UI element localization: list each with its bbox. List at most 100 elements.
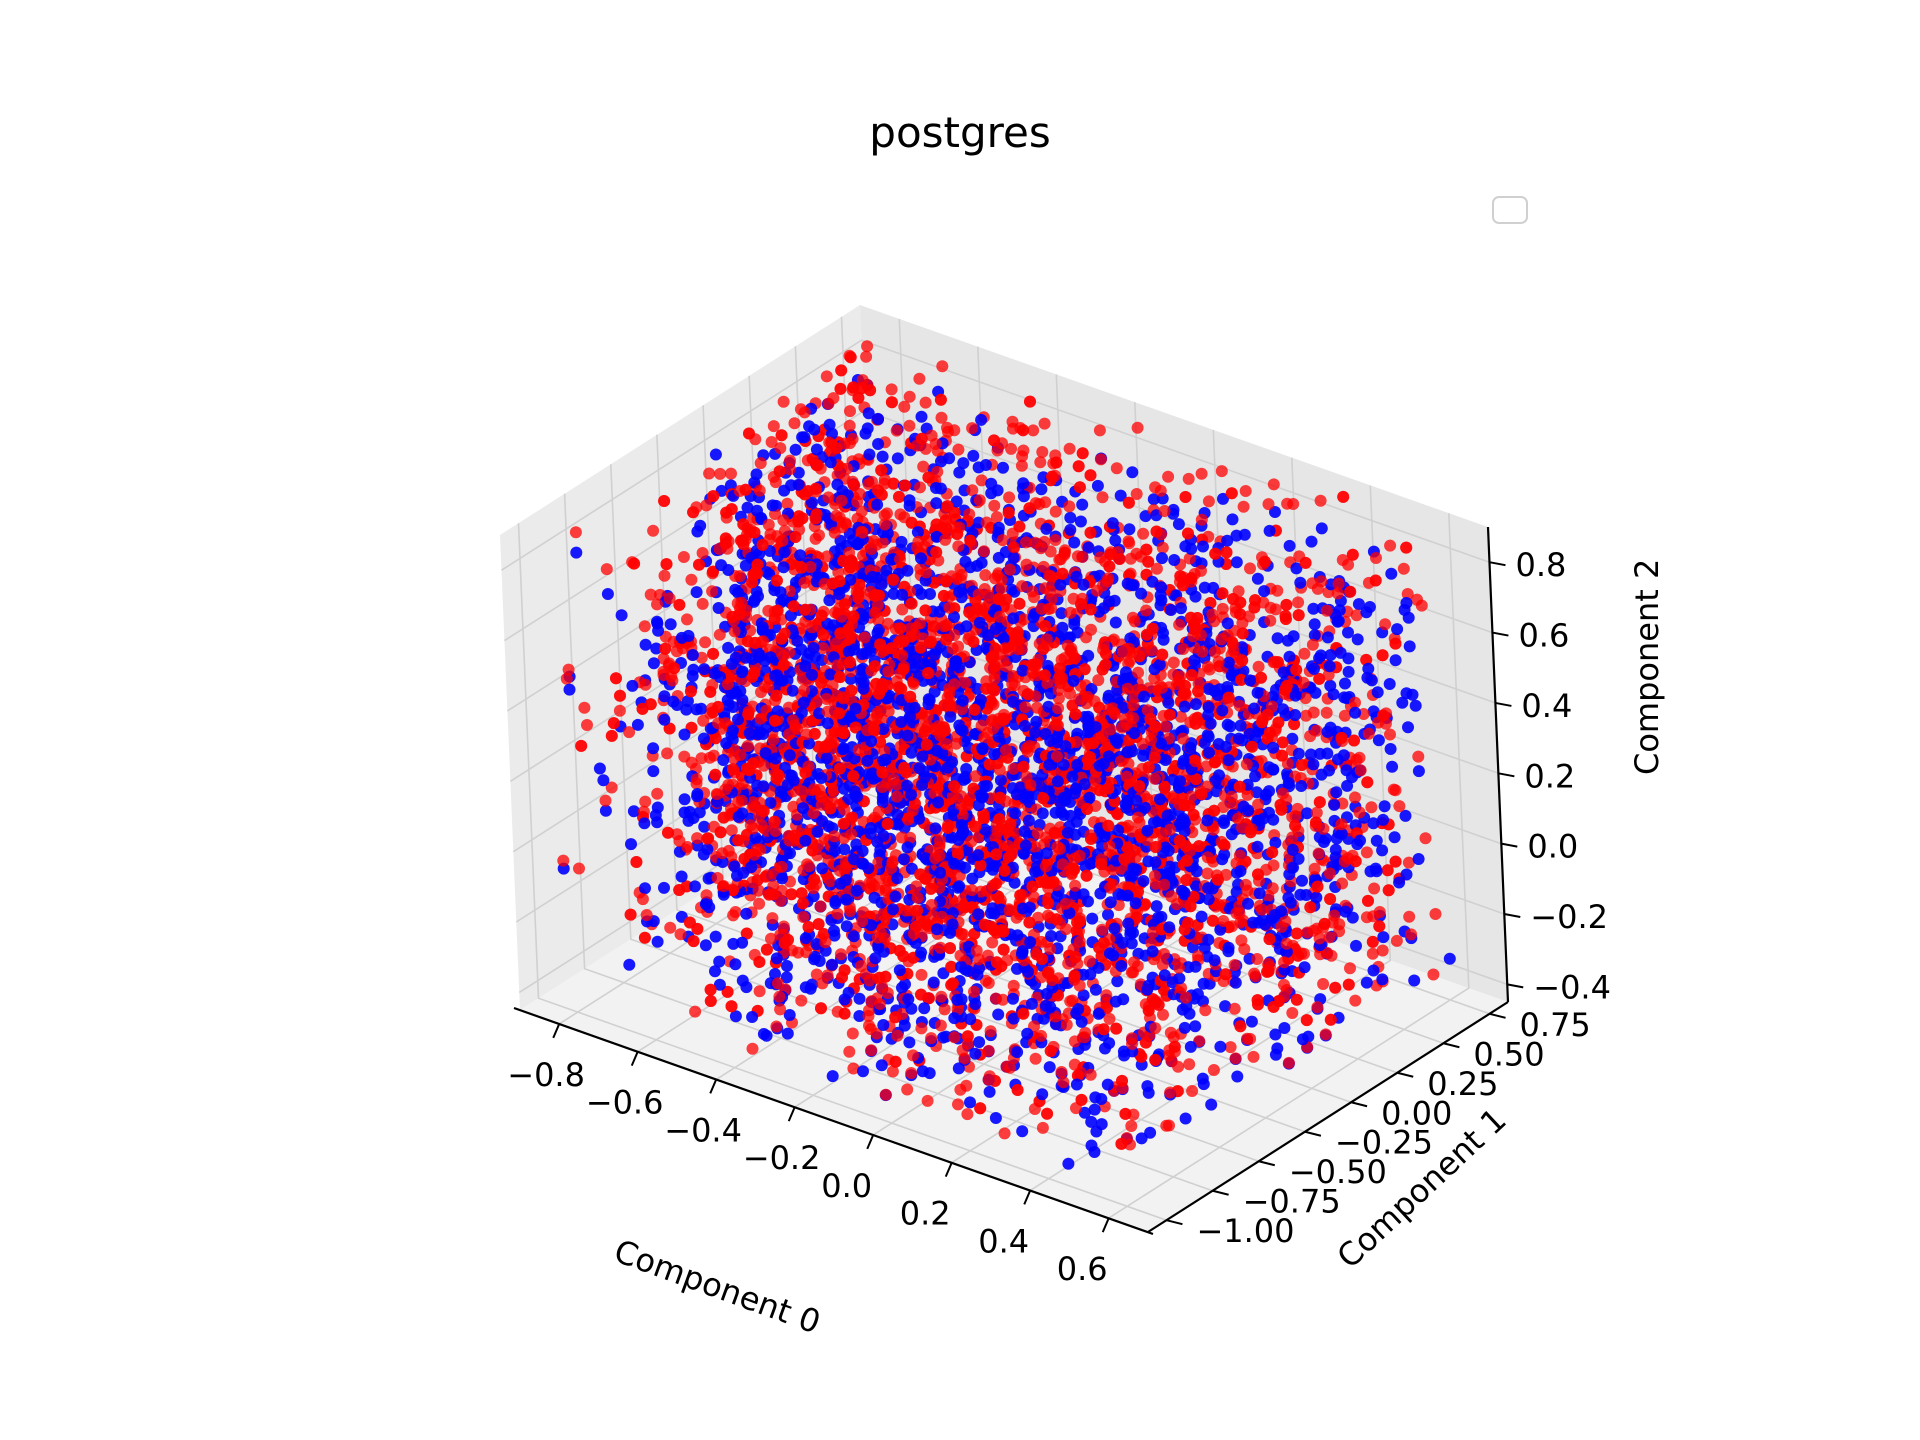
point-red [1103,560,1116,573]
point-red [824,802,837,815]
point-blue [1315,522,1328,535]
point-red [776,534,789,547]
point-red [717,811,730,824]
point-blue [1354,834,1366,847]
point-red [930,546,943,559]
point-red [1379,618,1392,631]
point-red [1263,933,1276,946]
point-blue [1330,832,1343,845]
point-red [1056,567,1069,580]
point-red [1368,882,1381,895]
point-red [1113,553,1126,565]
point-red [1252,660,1265,673]
point-blue [1342,665,1355,678]
point-red [1282,1056,1295,1069]
point-blue [1408,974,1421,987]
point-red [885,383,898,396]
point-red [1194,629,1207,642]
point-red [696,597,709,610]
point-red [853,488,866,500]
point-blue [785,479,798,492]
point-red [1202,495,1215,508]
point-blue [1077,888,1090,901]
point-red [1266,846,1279,859]
point-red [848,479,861,492]
point-red [894,553,906,566]
point-red [996,534,1009,547]
point-blue [953,586,966,598]
point-red [756,538,769,551]
point-red [762,518,775,531]
grid-line-z [501,339,1490,571]
point-red [1329,981,1342,994]
point-blue [1277,666,1290,679]
point-blue [1372,734,1385,747]
point-red [1027,424,1040,437]
point-red [966,422,979,435]
point-red [978,545,990,558]
point-red [1344,585,1357,598]
point-red [1309,819,1322,832]
point-red [1306,638,1319,651]
point-red [1348,734,1360,747]
point-red [1247,1050,1260,1063]
point-red [1249,594,1262,607]
point-blue [1126,466,1139,479]
point-blue [766,499,779,512]
point-red [843,419,856,432]
point-red [1412,750,1425,763]
point-red [929,438,942,450]
point-blue [915,588,928,600]
point-blue [601,588,614,600]
point-red [973,494,986,507]
point-blue [915,410,928,423]
point-red [898,400,911,413]
point-blue [625,838,637,851]
point-blue [1360,976,1373,989]
point-blue [1253,887,1266,900]
point-blue [1245,1015,1258,1028]
point-red [903,390,916,403]
point-blue [820,752,833,765]
point-red [1073,481,1086,494]
point-red [1131,421,1144,434]
point-blue [905,746,918,759]
point-red [1290,927,1303,940]
point-blue [1406,688,1419,701]
point-red [1005,442,1018,455]
point-red [948,424,961,437]
point-blue [1016,664,1029,677]
point-red [905,597,918,610]
point-blue [1340,764,1353,777]
point-red [840,462,853,475]
point-blue [823,594,836,607]
point-red [1362,727,1375,740]
point-blue [1238,528,1251,541]
point-blue [1332,614,1345,627]
point-red [1063,687,1076,700]
point-red [1185,575,1198,588]
point-red [1353,806,1366,819]
point-blue [1135,587,1148,600]
point-red [1084,526,1097,539]
point-blue [741,501,754,514]
point-blue [1198,737,1211,749]
point-red [814,900,827,913]
point-red [988,434,1000,447]
point-blue [748,593,761,606]
point-red [638,620,651,633]
point-blue [953,466,966,479]
point-blue [1189,698,1202,711]
point-red [1323,867,1336,880]
point-red [647,524,660,537]
point-blue [903,494,916,507]
point-blue [756,624,769,637]
point-blue [1185,542,1198,555]
point-red [709,768,722,781]
point-blue [1213,769,1225,782]
point-red [878,473,891,486]
point-red [1072,460,1085,473]
point-blue [1123,523,1136,536]
point-blue [1371,686,1384,699]
point-red [1313,796,1326,809]
